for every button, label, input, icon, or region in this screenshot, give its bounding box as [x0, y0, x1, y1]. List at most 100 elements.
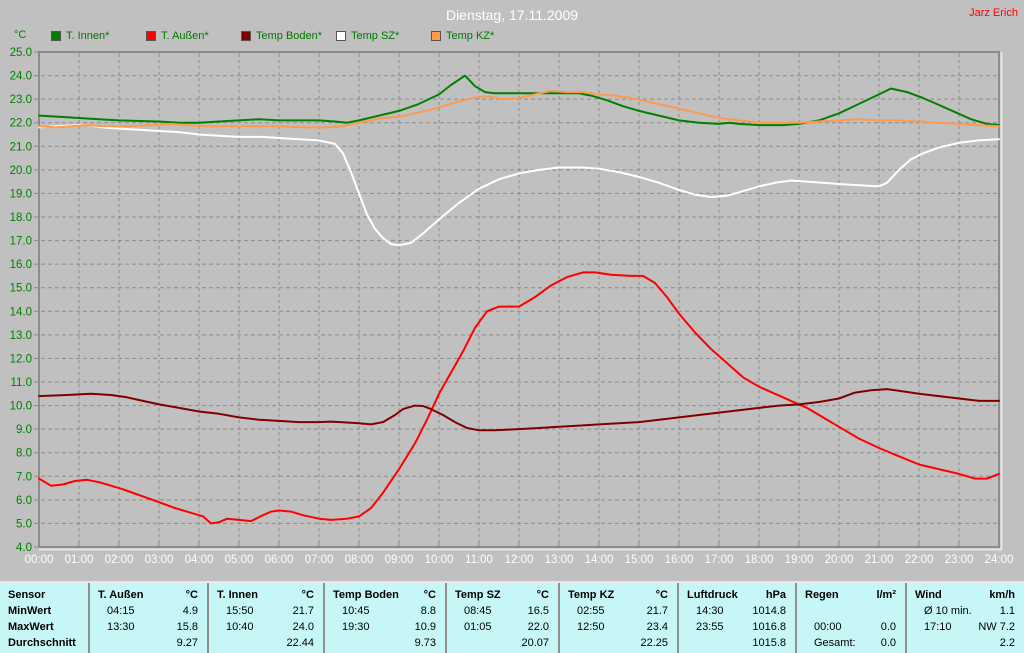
legend-item-temp-sz: Temp SZ*: [336, 30, 431, 42]
legend-swatch-t-innen: [51, 31, 61, 41]
x-axis-label: 11:00: [465, 554, 493, 566]
stats-row: Wind km/h: [907, 587, 1024, 603]
x-axis-label: 22:00: [905, 554, 934, 566]
stats-row: T. Außen °C: [90, 587, 207, 603]
y-axis-label: 23.0: [10, 94, 32, 106]
y-axis-label: 13.0: [10, 330, 32, 342]
stats-value-cell: 0.0: [880, 621, 896, 633]
stats-time-cell: 04:15: [107, 605, 135, 617]
stats-unit: hPa: [765, 589, 786, 601]
stats-sensor-name: Regen: [805, 589, 839, 601]
stats-row-labels-column: Sensor MinWert MaxWert Durchschnitt: [0, 583, 88, 653]
stats-value-cell: 23.4: [646, 621, 668, 633]
stats-value-cell: 1015.8: [752, 637, 786, 649]
stats-row: 1015.8: [679, 635, 795, 651]
stats-value-cell: 8.8: [420, 605, 436, 617]
series-line-temp-boden: [38, 388, 1000, 432]
y-axis-label: 12.0: [10, 353, 32, 365]
stats-sensor-name: Temp KZ: [568, 589, 615, 601]
stats-time-cell: Ø 10 min.: [924, 605, 972, 617]
stats-unit: l/m²: [876, 589, 896, 601]
legend-item-t-au-en: T. Außen*: [146, 30, 241, 42]
y-axis-unit-label: °C: [14, 29, 27, 41]
x-axis-label: 14:00: [585, 554, 614, 566]
stats-sensor-name: Temp SZ: [455, 589, 501, 601]
y-axis-label: 24.0: [10, 71, 32, 83]
stats-sensor-name: Temp Boden: [333, 589, 399, 601]
y-axis-label: 15.0: [10, 283, 32, 295]
stats-table: Sensor MinWert MaxWert Durchschnitt T. Außen…: [0, 581, 1024, 653]
stats-time-cell: [325, 635, 342, 651]
series-line-temp-kz: [38, 89, 1000, 129]
y-axis-label: 8.0: [16, 448, 32, 460]
x-axis-label: 04:00: [185, 554, 214, 566]
x-axis-label: 21:00: [865, 554, 894, 566]
stats-row: 2.2: [907, 635, 1024, 651]
stats-row: Luftdruck hPa: [679, 587, 795, 603]
stats-column-temp-sz: Temp SZ °C 08:45 16.5 01:05 22.0 20.07: [445, 583, 558, 653]
stats-row: Temp KZ °C: [560, 587, 677, 603]
stats-row: T. Innen °C: [209, 587, 323, 603]
stats-column-temp-kz: Temp KZ °C 02:55 21.7 12:50 23.4 22.25: [558, 583, 677, 653]
stats-row: 22.44: [209, 635, 323, 651]
stats-row: 15:50 21.7: [209, 603, 323, 619]
stats-value-cell: 16.5: [527, 605, 549, 617]
stats-row: 17:10 NW 7.2: [907, 619, 1024, 635]
stats-value-cell: 20.07: [521, 637, 549, 649]
stats-time-cell: 02:55: [577, 605, 605, 617]
stats-row: 02:55 21.7: [560, 603, 677, 619]
stats-value-cell: [896, 603, 905, 619]
stats-value-cell: 22.44: [286, 637, 314, 649]
x-axis-label: 03:00: [145, 554, 174, 566]
stats-time-cell: 10:40: [226, 621, 254, 633]
stats-unit: °C: [301, 589, 314, 601]
stats-time-cell: 15:50: [226, 605, 254, 617]
x-axis-label: 13:00: [545, 554, 574, 566]
y-axis-label: 17.0: [10, 236, 32, 248]
x-axis-label: 05:00: [225, 554, 254, 566]
y-axis-label: 18.0: [10, 212, 32, 224]
x-axis-label: 08:00: [345, 554, 374, 566]
page-title: Dienstag, 17.11.2009: [445, 7, 579, 23]
stats-value-cell: 9.73: [414, 637, 436, 649]
legend-item-temp-boden: Temp Boden*: [241, 30, 336, 42]
stats-row: 04:15 4.9: [90, 603, 207, 619]
stats-column-t-innen: T. Innen °C 15:50 21.7 10:40 24.0 22.44: [207, 583, 323, 653]
stats-time-cell: 12:50: [577, 621, 605, 633]
chart-legend: T. Innen* T. Außen* Temp Boden* Temp SZ* Tem…: [51, 29, 526, 43]
stats-time-cell: 10:45: [342, 605, 370, 617]
stats-value-cell: 10.9: [414, 621, 436, 633]
stats-value-cell: 0.0: [880, 637, 896, 649]
stats-time-cell: [90, 635, 107, 651]
y-axis-label: 20.0: [10, 165, 32, 177]
stats-value-cell: 4.9: [182, 605, 198, 617]
x-axis-label: 00:00: [25, 554, 54, 566]
stats-row: 00:00 0.0: [797, 619, 905, 635]
stats-time-cell: 23:55: [696, 621, 724, 633]
x-axis-label: 19:00: [785, 554, 814, 566]
stats-unit: km/h: [989, 589, 1015, 601]
y-axis-label: 10.0: [10, 401, 32, 413]
series-line-t-au-en: [38, 271, 1000, 525]
stats-row: 08:45 16.5: [447, 603, 558, 619]
x-axis-label: 01:00: [65, 554, 94, 566]
stats-row: Temp SZ °C: [447, 587, 558, 603]
y-axis-label: 4.0: [16, 542, 32, 554]
legend-swatch-t-au-en: [146, 31, 156, 41]
stats-unit: °C: [655, 589, 668, 601]
stats-value-cell: 1016.8: [752, 621, 786, 633]
stats-unit: °C: [423, 589, 436, 601]
x-axis-label: 23:00: [945, 554, 974, 566]
stats-value-cell: 21.7: [292, 605, 314, 617]
x-axis-label: 06:00: [265, 554, 294, 566]
stats-column-luftdruck: Luftdruck hPa 14:30 1014.8 23:55 1016.8 1015.8: [677, 583, 795, 653]
x-axis-label: 24:00: [985, 554, 1014, 566]
stats-time-cell: 00:00: [814, 621, 842, 633]
stats-value-cell: 9.27: [176, 637, 198, 649]
stats-unit: °C: [536, 589, 549, 601]
stats-row: 22.25: [560, 635, 677, 651]
series-line-temp-sz: [38, 124, 1000, 247]
stats-time-cell: [447, 635, 464, 651]
